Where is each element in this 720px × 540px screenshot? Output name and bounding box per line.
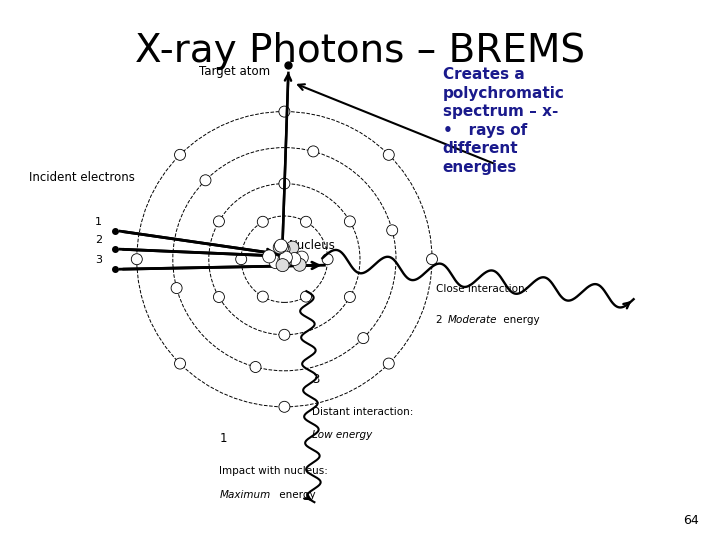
Circle shape [131,254,143,265]
Text: Incident electrons: Incident electrons [29,171,135,184]
Circle shape [274,239,287,252]
Circle shape [279,178,290,189]
Circle shape [273,241,287,254]
Text: Low energy: Low energy [312,430,373,440]
Circle shape [277,242,290,255]
Circle shape [278,256,292,269]
Text: spectrum – x-: spectrum – x- [443,105,558,119]
Text: 1: 1 [220,433,227,446]
Circle shape [279,329,290,340]
Circle shape [344,292,356,302]
Circle shape [263,250,276,263]
Circle shape [300,291,312,302]
Text: different: different [443,141,518,157]
Circle shape [280,253,294,266]
Circle shape [279,251,292,264]
Text: Maximum: Maximum [220,489,271,500]
Text: energy: energy [276,489,316,500]
Circle shape [383,358,395,369]
Circle shape [200,175,211,186]
Circle shape [295,251,308,264]
Text: X-ray Photons – BREMS: X-ray Photons – BREMS [135,32,585,70]
Circle shape [286,241,299,254]
Text: energy: energy [500,315,539,325]
Circle shape [257,291,269,302]
Circle shape [174,150,186,160]
Text: energies: energies [443,160,517,175]
Circle shape [279,106,290,117]
Circle shape [383,150,395,160]
Text: Moderate: Moderate [448,315,497,325]
Circle shape [279,401,290,413]
Circle shape [293,258,306,271]
Circle shape [322,254,333,265]
Text: polychromatic: polychromatic [443,86,564,101]
Circle shape [387,225,397,236]
Text: 2: 2 [436,315,446,325]
Circle shape [278,253,291,266]
Text: Creates a: Creates a [443,68,525,83]
Circle shape [213,216,225,227]
Text: 1: 1 [95,217,102,227]
Text: Nucleus: Nucleus [289,239,336,252]
Circle shape [213,292,225,302]
Circle shape [174,358,186,369]
Text: •   rays of: • rays of [443,123,527,138]
Text: 64: 64 [683,514,698,526]
Text: Distant interaction:: Distant interaction: [312,407,414,417]
Circle shape [300,217,312,227]
Circle shape [250,361,261,373]
Text: Close interaction:: Close interaction: [436,284,528,294]
Text: Impact with nucleus:: Impact with nucleus: [220,467,328,476]
Circle shape [171,282,182,294]
Circle shape [257,217,269,227]
Circle shape [426,254,438,265]
Circle shape [288,253,301,266]
Circle shape [358,333,369,343]
Text: 2: 2 [95,235,102,245]
Text: Target atom: Target atom [199,65,271,78]
Circle shape [235,254,247,265]
Circle shape [276,241,289,254]
Circle shape [276,259,289,272]
Circle shape [279,253,292,266]
Circle shape [307,146,319,157]
Circle shape [344,216,356,227]
Text: 3: 3 [312,373,320,386]
Circle shape [269,255,282,269]
Text: 3: 3 [95,255,102,265]
